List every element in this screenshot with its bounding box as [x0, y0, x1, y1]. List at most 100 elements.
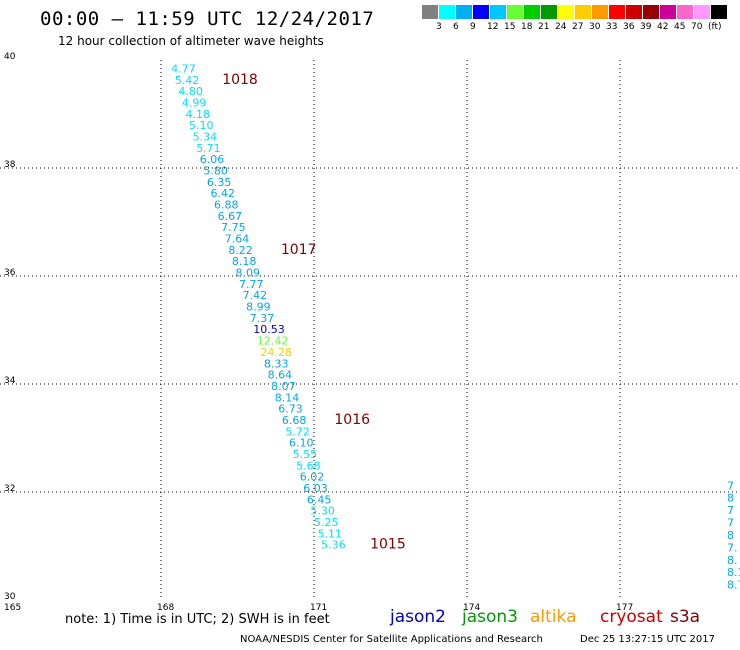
legend-swatch — [490, 5, 506, 19]
swh-value-label: 6.42 — [210, 187, 235, 200]
lon-tick-label: 171 — [310, 603, 327, 613]
credit-text: NOAA/NESDIS Center for Satellite Applica… — [240, 634, 543, 645]
lat-tick-label: 34 — [4, 376, 16, 386]
swh-value-label: 8.14 — [275, 391, 300, 404]
legend-swatch — [558, 5, 574, 19]
satellite-label-s3a: s3a — [670, 607, 701, 627]
legend-swatch — [456, 5, 472, 19]
legend-tick: 18 — [521, 22, 533, 32]
satellite-label-jason2: jason2 — [390, 607, 446, 627]
swh-value-label: 6.73 — [278, 403, 303, 416]
legend-unit: (ft) — [708, 22, 722, 32]
legend-tick: 21 — [538, 22, 550, 32]
legend-tick: 45 — [674, 22, 686, 32]
swh-value-label: 5.71 — [196, 142, 221, 155]
swh-value-label-edge: 7. — [727, 541, 738, 554]
swh-value-label: 5.68 — [296, 459, 321, 472]
lon-tick-label: 177 — [616, 603, 633, 613]
pressure-label: 1018 — [222, 72, 258, 88]
swh-value-label: 4.99 — [182, 96, 207, 109]
legend-tick: 15 — [504, 22, 516, 32]
swh-value-label: 5.42 — [175, 74, 200, 87]
swh-value-label-edge: 7 — [727, 504, 734, 517]
swh-value-label: 7.37 — [250, 312, 274, 325]
swh-value-label-edge: 8 — [727, 529, 734, 542]
lon-tick-label: 165 — [4, 603, 21, 613]
satellite-label-cryosat: cryosat — [600, 607, 663, 627]
legend-swatch — [677, 5, 693, 19]
swh-value-label: 8.99 — [246, 301, 270, 314]
swh-value-label: 4.18 — [185, 108, 210, 121]
lat-tick-label: 32 — [4, 484, 15, 494]
swh-value-label: 24.28 — [260, 346, 292, 359]
legend-tick: 9 — [470, 22, 476, 32]
swh-value-label-edge: 8. — [727, 554, 738, 567]
lat-tick-label: 30 — [4, 592, 16, 602]
legend-swatch — [575, 5, 591, 19]
legend-swatch — [609, 5, 625, 19]
swh-value-label: 10.53 — [253, 323, 285, 336]
swh-value-label: 5.30 — [310, 505, 335, 518]
swh-value-label: 5.25 — [314, 516, 339, 529]
satellite-label-altika: altika — [530, 607, 577, 627]
legend-swatch — [524, 5, 540, 19]
pressure-label: 1017 — [281, 242, 317, 258]
swh-value-label: 6.67 — [218, 210, 243, 223]
swh-value-label: 7.75 — [221, 221, 246, 234]
swh-value-label: 8.07 — [271, 380, 296, 393]
legend-swatch — [592, 5, 608, 19]
legend-swatch — [507, 5, 523, 19]
timestamp: Dec 25 13:27:15 UTC 2017 — [580, 634, 715, 645]
swh-value-label: 8.22 — [228, 244, 253, 257]
legend-tick: 3 — [436, 22, 442, 32]
swh-value-label-edge: 8.1 — [727, 566, 740, 579]
footer-note: note: 1) Time is in UTC; 2) SWH is in fe… — [65, 612, 330, 627]
lat-tick-label: 36 — [4, 268, 16, 278]
legend-tick: 33 — [606, 22, 618, 32]
legend-tick: 42 — [657, 22, 669, 32]
page-title: 00:00 – 11:59 UTC 12/24/2017 — [40, 8, 375, 30]
swh-value-label: 6.02 — [300, 471, 325, 484]
lat-tick-label: 38 — [4, 160, 16, 170]
swh-value-label: 5.55 — [293, 448, 318, 461]
legend-swatch — [473, 5, 489, 19]
swh-value-label: 7.42 — [243, 289, 268, 302]
swh-value-label-edge: 7 — [727, 517, 734, 530]
legend-tick: 6 — [453, 22, 459, 32]
swh-value-label: 5.10 — [189, 119, 214, 132]
lat-tick-label: 40 — [4, 52, 16, 62]
legend-tick: 36 — [623, 22, 635, 32]
legend-tick: 12 — [487, 22, 499, 32]
swh-value-label: 5.72 — [285, 425, 310, 438]
swh-value-label: 8.64 — [268, 369, 293, 382]
legend-swatch — [541, 5, 557, 19]
swh-value-label: 5.11 — [318, 527, 343, 540]
swh-value-label: 8.09 — [235, 267, 260, 280]
lon-tick-label: 174 — [463, 603, 480, 613]
pressure-label: 1016 — [334, 412, 370, 428]
pressure-label: 1015 — [370, 537, 406, 553]
legend-tick: 70 — [691, 22, 703, 32]
legend-swatch — [660, 5, 676, 19]
swh-value-label: 8.33 — [264, 357, 289, 370]
legend-tick: 30 — [589, 22, 601, 32]
page-subtitle: 12 hour collection of altimeter wave hei… — [58, 34, 324, 48]
legend-tick: 24 — [555, 22, 567, 32]
swh-value-label: 7.64 — [225, 233, 250, 246]
legend-swatch — [422, 5, 438, 19]
legend-swatch — [626, 5, 642, 19]
swh-value-label: 4.80 — [178, 85, 203, 98]
legend-swatch — [694, 5, 710, 19]
swh-value-label: 5.34 — [193, 130, 218, 143]
legend-swatch — [711, 5, 727, 19]
swh-value-label-edge: 8 — [727, 492, 734, 505]
legend-swatch — [643, 5, 659, 19]
lon-tick-label: 168 — [157, 603, 174, 613]
swh-value-label: 8.18 — [232, 255, 257, 268]
swh-value-label: 4.77 — [171, 62, 196, 75]
swh-value-label: 6.35 — [207, 176, 232, 189]
swh-value-label: 6.68 — [282, 414, 307, 427]
swh-value-label: 5.36 — [321, 539, 346, 552]
legend-tick: 39 — [640, 22, 652, 32]
